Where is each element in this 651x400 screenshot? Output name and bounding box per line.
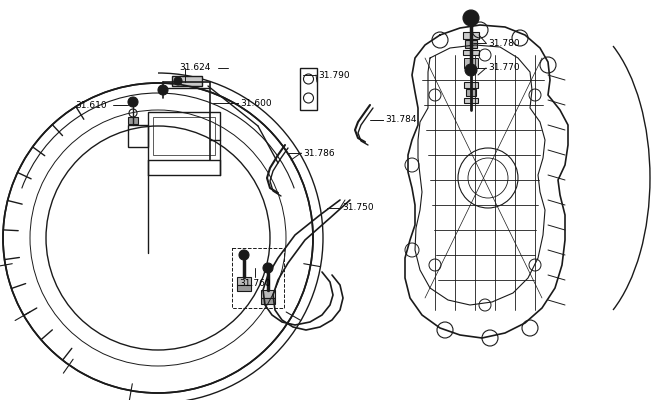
Text: 31.786: 31.786 [303,148,335,158]
Circle shape [463,10,479,26]
Bar [148,112,220,160]
Bar [237,277,251,285]
Text: 31.760: 31.760 [239,278,271,288]
Circle shape [465,64,477,76]
Text: 31.610: 31.610 [75,100,107,110]
Bar [463,50,479,55]
Bar [464,58,478,68]
Text: 31.784: 31.784 [385,116,417,124]
Bar [232,248,284,308]
Circle shape [158,85,168,95]
Circle shape [239,250,249,260]
Bar [261,298,275,304]
Text: 31.780: 31.780 [488,38,519,48]
Bar [172,76,202,86]
Text: 31.600: 31.600 [240,98,271,108]
Circle shape [263,263,273,273]
Bar [153,117,215,155]
Bar [463,32,479,39]
Bar [261,290,275,298]
Bar [237,285,251,291]
Bar [128,117,138,124]
Bar [465,40,477,48]
Bar [300,68,317,110]
Text: 31.624: 31.624 [179,64,211,72]
Bar [128,125,148,147]
Bar [466,89,476,96]
Text: 31.790: 31.790 [318,70,350,80]
Circle shape [128,97,138,107]
Circle shape [174,77,182,85]
Bar [464,98,478,103]
Text: 31.750: 31.750 [342,204,374,212]
Bar [464,82,478,88]
Text: 31.770: 31.770 [488,64,519,72]
